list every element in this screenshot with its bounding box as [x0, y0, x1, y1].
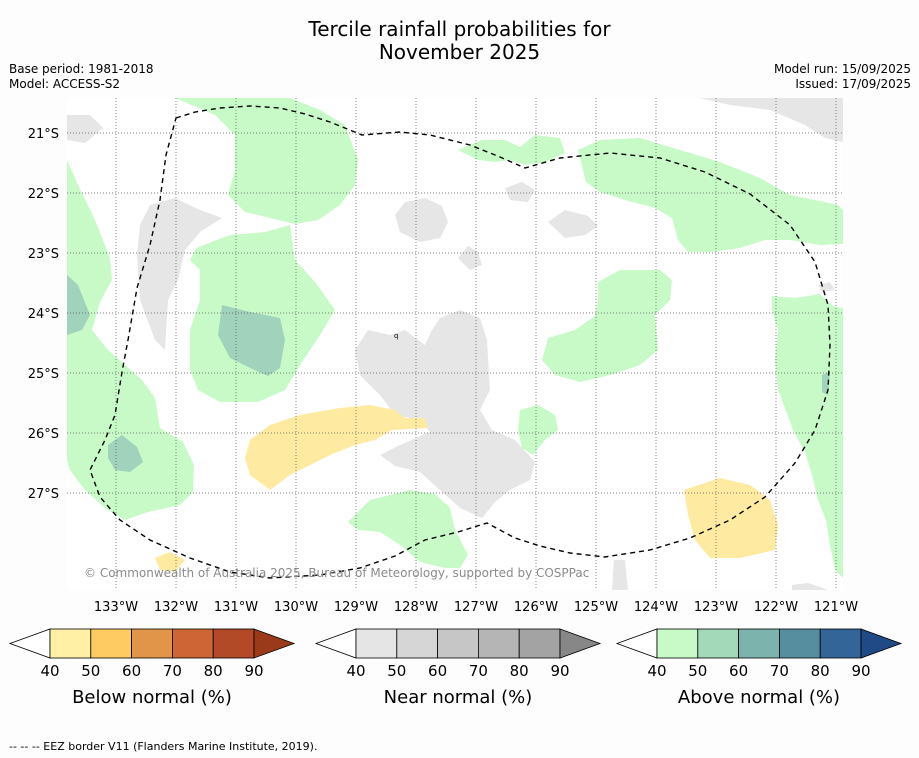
colorbar-tick-label: 40: [346, 662, 365, 680]
below-normal-colorbar: 40 50 60 70 80 90 Below normal (%): [8, 628, 296, 708]
lon-label: 121°W: [814, 600, 858, 615]
colorbar-segment: [355, 628, 398, 659]
colorbar-tick-label: 50: [387, 662, 406, 680]
colorbar-segment: [396, 628, 438, 659]
lon-label: 125°W: [574, 600, 618, 615]
colorbar-segment: [518, 628, 561, 659]
colorbar-segment: [171, 628, 214, 659]
colorbar-tick-label: 90: [244, 662, 263, 680]
model-name: Model: ACCESS-S2: [9, 77, 121, 91]
colorbar-tick-label: 70: [770, 662, 789, 680]
lon-label: 124°W: [634, 600, 678, 615]
near-normal-regions: [67, 98, 843, 590]
lon-label: 131°W: [214, 600, 258, 615]
colorbar-upper-extend: [860, 628, 903, 659]
map-title: Tercile rainfall probabilities for Novem…: [0, 18, 919, 64]
colorbars: 40 50 60 70 80 90 Below normal (%) 40 50 60 70 80 90…: [8, 628, 903, 708]
lat-label: 23°S: [28, 247, 59, 262]
colorbar-lower-extend: [8, 628, 51, 659]
model-run: Model run: 15/09/2025: [773, 62, 911, 76]
longitude-labels: 133°W 132°W 131°W 130°W 129°W 128°W 127°…: [94, 600, 858, 615]
lat-label: 24°S: [28, 307, 59, 322]
lon-label: 122°W: [754, 600, 798, 615]
colorbar-segment: [131, 628, 173, 659]
colorbar-upper-extend: [253, 628, 296, 659]
base-period: Base period: 1981-2018: [9, 62, 154, 76]
footer-note: -- -- -- EEZ border V11 (Flanders Marine…: [9, 740, 318, 753]
title-line-1: Tercile rainfall probabilities for: [308, 17, 611, 41]
near-normal-colorbar: 40 50 60 70 80 90 Near normal (%): [314, 628, 602, 708]
colorbar-tick-label: 60: [729, 662, 748, 680]
lat-label: 22°S: [28, 187, 59, 202]
lat-label: 27°S: [28, 487, 59, 502]
title-line-2: November 2025: [378, 40, 541, 64]
colorbar-tick-label: 50: [81, 662, 100, 680]
colorbar-title: Near normal (%): [384, 687, 533, 708]
meta-left: Base period: 1981-2018 Model: ACCESS-S2: [9, 62, 154, 92]
lon-label: 128°W: [394, 600, 438, 615]
above-normal-colorbar: 40 50 60 70 80 90 Above normal (%): [615, 628, 903, 708]
meta-right: Model run: 15/09/2025 Issued: 17/09/2025: [774, 62, 911, 92]
colorbar-title: Above normal (%): [678, 687, 840, 708]
lat-label: 21°S: [28, 127, 59, 142]
lon-label: 126°W: [514, 600, 558, 615]
lat-label: 25°S: [28, 367, 59, 382]
colorbar-segment: [49, 628, 92, 659]
colorbar-tick-label: 90: [550, 662, 569, 680]
issued-date: Issued: 17/09/2025: [795, 77, 911, 91]
colorbar-tick-label: 70: [163, 662, 182, 680]
colorbar-tick-label: 60: [428, 662, 447, 680]
map-small-mark: q: [394, 332, 398, 340]
colorbar-segment: [477, 628, 520, 659]
colorbar-segment: [212, 628, 255, 659]
lon-label: 129°W: [334, 600, 378, 615]
colorbar-segment: [656, 628, 699, 659]
colorbar-segment: [738, 628, 780, 659]
colorbar-tick-label: 80: [811, 662, 830, 680]
copyright-text: © Commonwealth of Australia 2025, Bureau…: [84, 566, 589, 580]
lon-label: 133°W: [94, 600, 138, 615]
colorbar-segment: [697, 628, 739, 659]
lat-label: 26°S: [28, 427, 59, 442]
colorbar-tick-label: 50: [688, 662, 707, 680]
map-area: q © Commonwealth of Australia 2025, Bure…: [67, 98, 843, 590]
colorbar-tick-label: 40: [40, 662, 59, 680]
colorbar-tick-label: 80: [510, 662, 529, 680]
colorbar-tick-label: 60: [122, 662, 141, 680]
colorbar-upper-extend: [559, 628, 602, 659]
below-normal-regions: [155, 405, 778, 572]
colorbar-tick-label: 70: [469, 662, 488, 680]
latitude-labels: 21°S 22°S 23°S 24°S 25°S 26°S 27°S: [28, 127, 59, 502]
lon-label: 127°W: [454, 600, 498, 615]
colorbar-segment: [779, 628, 821, 659]
colorbar-tick-label: 40: [647, 662, 666, 680]
graticule: [67, 98, 843, 590]
colorbar-lower-extend: [314, 628, 357, 659]
above-normal-regions: [67, 98, 843, 578]
lon-label: 130°W: [274, 600, 318, 615]
colorbar-tick-label: 90: [851, 662, 870, 680]
colorbar-segment: [819, 628, 862, 659]
colorbar-title: Below normal (%): [72, 687, 232, 708]
colorbar-segment: [437, 628, 479, 659]
colorbar-segment: [90, 628, 133, 659]
colorbar-lower-extend: [615, 628, 658, 659]
lon-label: 132°W: [154, 600, 198, 615]
colorbar-tick-label: 80: [204, 662, 223, 680]
lon-label: 123°W: [694, 600, 738, 615]
